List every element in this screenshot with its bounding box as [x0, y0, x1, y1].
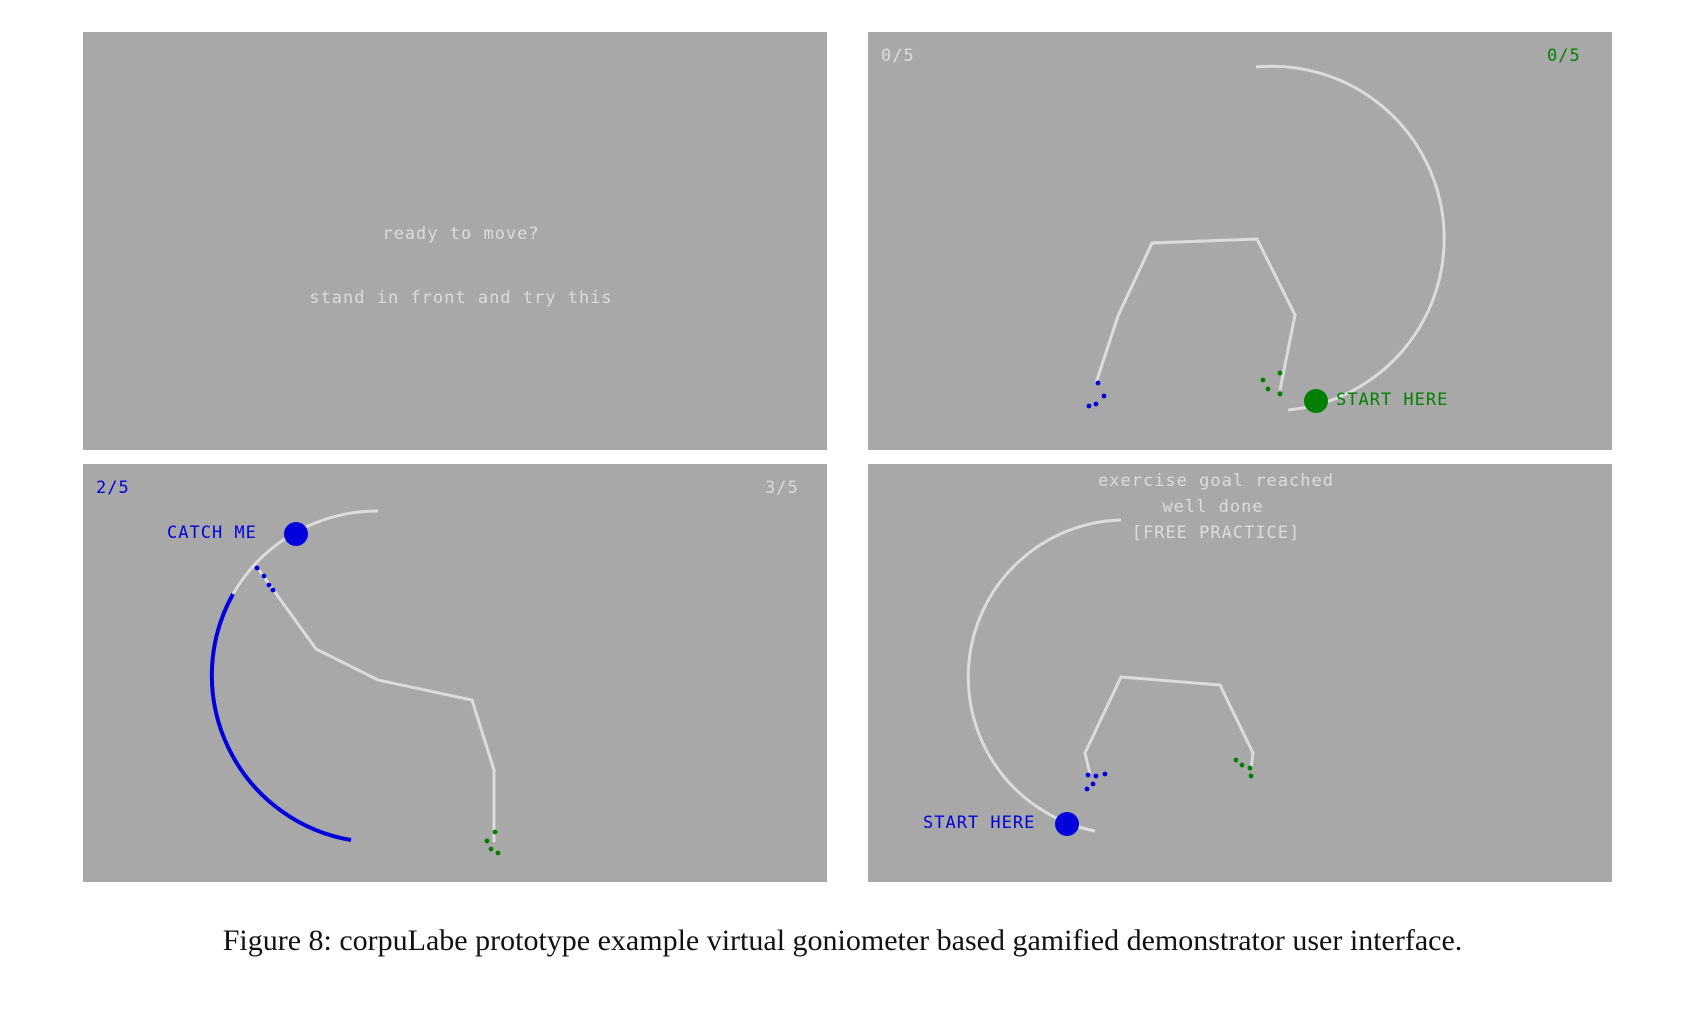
well-done-text: well done	[1162, 497, 1264, 517]
catch-target	[284, 522, 308, 546]
score-left: 2/5	[96, 478, 130, 498]
skeleton-arms	[257, 569, 496, 842]
panel-goal: exercise goal reached well done [FREE PR…	[868, 464, 1612, 882]
left-hand-marker	[1086, 380, 1107, 409]
score-right: 0/5	[1547, 46, 1581, 66]
right-hand-marker	[484, 829, 501, 856]
figure-caption: Figure 8: corpuLabe prototype example vi…	[222, 924, 1463, 957]
start-target	[1055, 812, 1079, 836]
ready-prompt: ready to move?	[382, 224, 540, 244]
right-hand-marker	[1260, 370, 1283, 397]
free-practice-text: [FREE PRACTICE]	[1131, 523, 1301, 543]
start-scene	[1086, 64, 1446, 413]
left-hand-marker	[254, 565, 276, 593]
start-here-label: START HERE	[923, 813, 1036, 833]
score-left: 0/5	[881, 46, 915, 66]
panel-catch: 2/5 3/5 CATCH ME	[83, 464, 827, 882]
goal-scene	[966, 518, 1255, 836]
catch-scene	[209, 509, 501, 856]
catch-me-label: CATCH ME	[167, 523, 257, 543]
goniometer-arc	[1255, 64, 1446, 412]
skeleton-arms	[1083, 675, 1255, 775]
left-hand-marker	[1084, 771, 1108, 792]
instruction-text: stand in front and try this	[309, 288, 613, 308]
skeleton-arms	[1094, 237, 1297, 391]
score-right: 3/5	[765, 478, 799, 498]
right-hand-marker	[1233, 757, 1254, 779]
goal-reached-text: exercise goal reached	[1098, 471, 1334, 491]
goniometer-arc	[966, 518, 1122, 833]
panel-start: 0/5 0/5 START HERE	[868, 32, 1612, 450]
start-here-label: START HERE	[1336, 390, 1449, 410]
panel-ready: ready to move? stand in front and try th…	[83, 32, 827, 450]
progress-arc	[209, 593, 352, 842]
start-target	[1304, 389, 1328, 413]
